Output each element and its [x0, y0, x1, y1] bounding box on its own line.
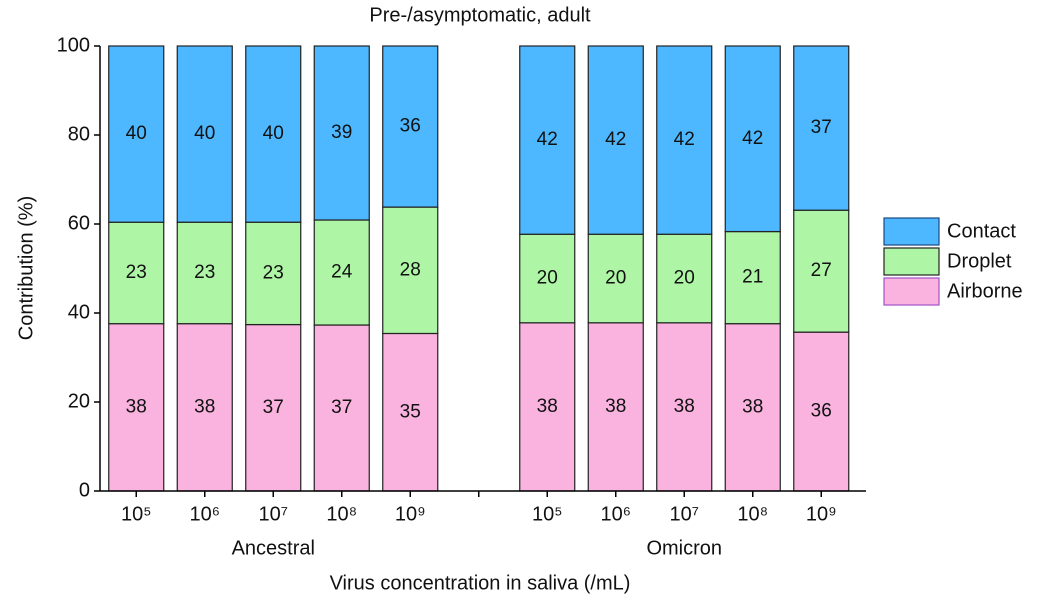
data-label: 38 [537, 396, 558, 417]
data-label: 38 [605, 396, 626, 417]
data-label: 42 [674, 129, 695, 150]
y-tick-label: 100 [57, 34, 90, 56]
data-label: 35 [400, 401, 421, 422]
data-label: 20 [674, 268, 695, 289]
x-tick-label: 10⁵ [532, 503, 563, 525]
bar-segment [587, 233, 644, 324]
legend-swatch [883, 217, 940, 246]
x-tick-label: 10⁷ [670, 503, 699, 525]
group-label: Ancestral [232, 537, 315, 559]
y-tick-label: 60 [68, 212, 90, 234]
data-label: 40 [126, 123, 147, 144]
bar-segment [382, 45, 439, 208]
bar-segment [176, 323, 233, 492]
bar-segment [382, 332, 439, 492]
y-tick-label: 20 [68, 390, 90, 412]
chart-title: Pre-/asymptomatic, adult [369, 4, 591, 26]
x-axis-label: Virus concentration in saliva (/mL) [330, 572, 631, 594]
data-label: 38 [126, 396, 147, 417]
x-tick-label: 10⁸ [326, 503, 357, 525]
data-label: 42 [537, 129, 558, 150]
legend-label: Droplet [947, 250, 1012, 272]
data-label: 36 [811, 401, 832, 422]
data-label: 37 [263, 397, 284, 418]
bar-segment [519, 45, 576, 235]
data-label: 20 [537, 268, 558, 289]
legend-label: Airborne [947, 280, 1023, 302]
bar-segment [108, 221, 165, 325]
data-label: 37 [811, 117, 832, 138]
x-tick-label: 10⁶ [601, 503, 631, 525]
bar-segment [724, 45, 781, 233]
legend-swatch [883, 247, 940, 276]
bar-segment [245, 45, 302, 223]
x-tick-label: 10⁸ [737, 503, 768, 525]
bar-segment [656, 45, 713, 235]
bar-segment [519, 233, 576, 324]
data-label: 42 [605, 129, 626, 150]
bar-segment [724, 230, 781, 325]
y-axis-label: Contribution (%) [15, 196, 37, 341]
x-tick-label: 10⁹ [806, 503, 837, 525]
x-tick-label: 10⁹ [395, 503, 426, 525]
bar-segment [793, 45, 850, 211]
bar-segment [656, 322, 713, 492]
x-tick-label: 10⁵ [121, 503, 152, 525]
bar-segment [108, 45, 165, 223]
data-label: 28 [400, 259, 421, 280]
data-label: 24 [331, 262, 353, 283]
y-tick-label: 0 [79, 479, 90, 501]
data-label: 42 [742, 128, 763, 149]
bar-segment [313, 219, 370, 326]
data-label: 23 [194, 262, 215, 283]
data-label: 40 [194, 123, 215, 144]
bar-segment [587, 45, 644, 235]
data-label: 23 [263, 262, 284, 283]
legend-label: Contact [947, 220, 1016, 242]
data-label: 20 [605, 268, 626, 289]
bar-segment [245, 221, 302, 326]
bar-segment [519, 322, 576, 492]
data-label: 21 [742, 267, 763, 288]
data-label: 36 [400, 116, 421, 137]
data-label: 39 [331, 122, 352, 143]
y-tick-label: 40 [68, 301, 90, 323]
x-tick-label: 10⁶ [190, 503, 220, 525]
bar-segment [724, 323, 781, 492]
data-label: 38 [674, 396, 695, 417]
x-tick-label: 10⁷ [259, 503, 288, 525]
bar-segment [176, 221, 233, 325]
legend-swatch [883, 277, 940, 306]
data-label: 23 [126, 262, 147, 283]
bar-segment [587, 322, 644, 492]
bar-segment [176, 45, 233, 223]
data-label: 38 [742, 396, 763, 417]
data-label: 37 [331, 397, 352, 418]
group-label: Omicron [646, 537, 722, 559]
data-label: 27 [811, 260, 832, 281]
bar-segment [313, 324, 370, 492]
data-label: 38 [194, 396, 215, 417]
data-label: 40 [263, 123, 284, 144]
bar-segment [656, 233, 713, 324]
bar-segment [313, 45, 370, 221]
y-tick-label: 80 [68, 123, 90, 145]
